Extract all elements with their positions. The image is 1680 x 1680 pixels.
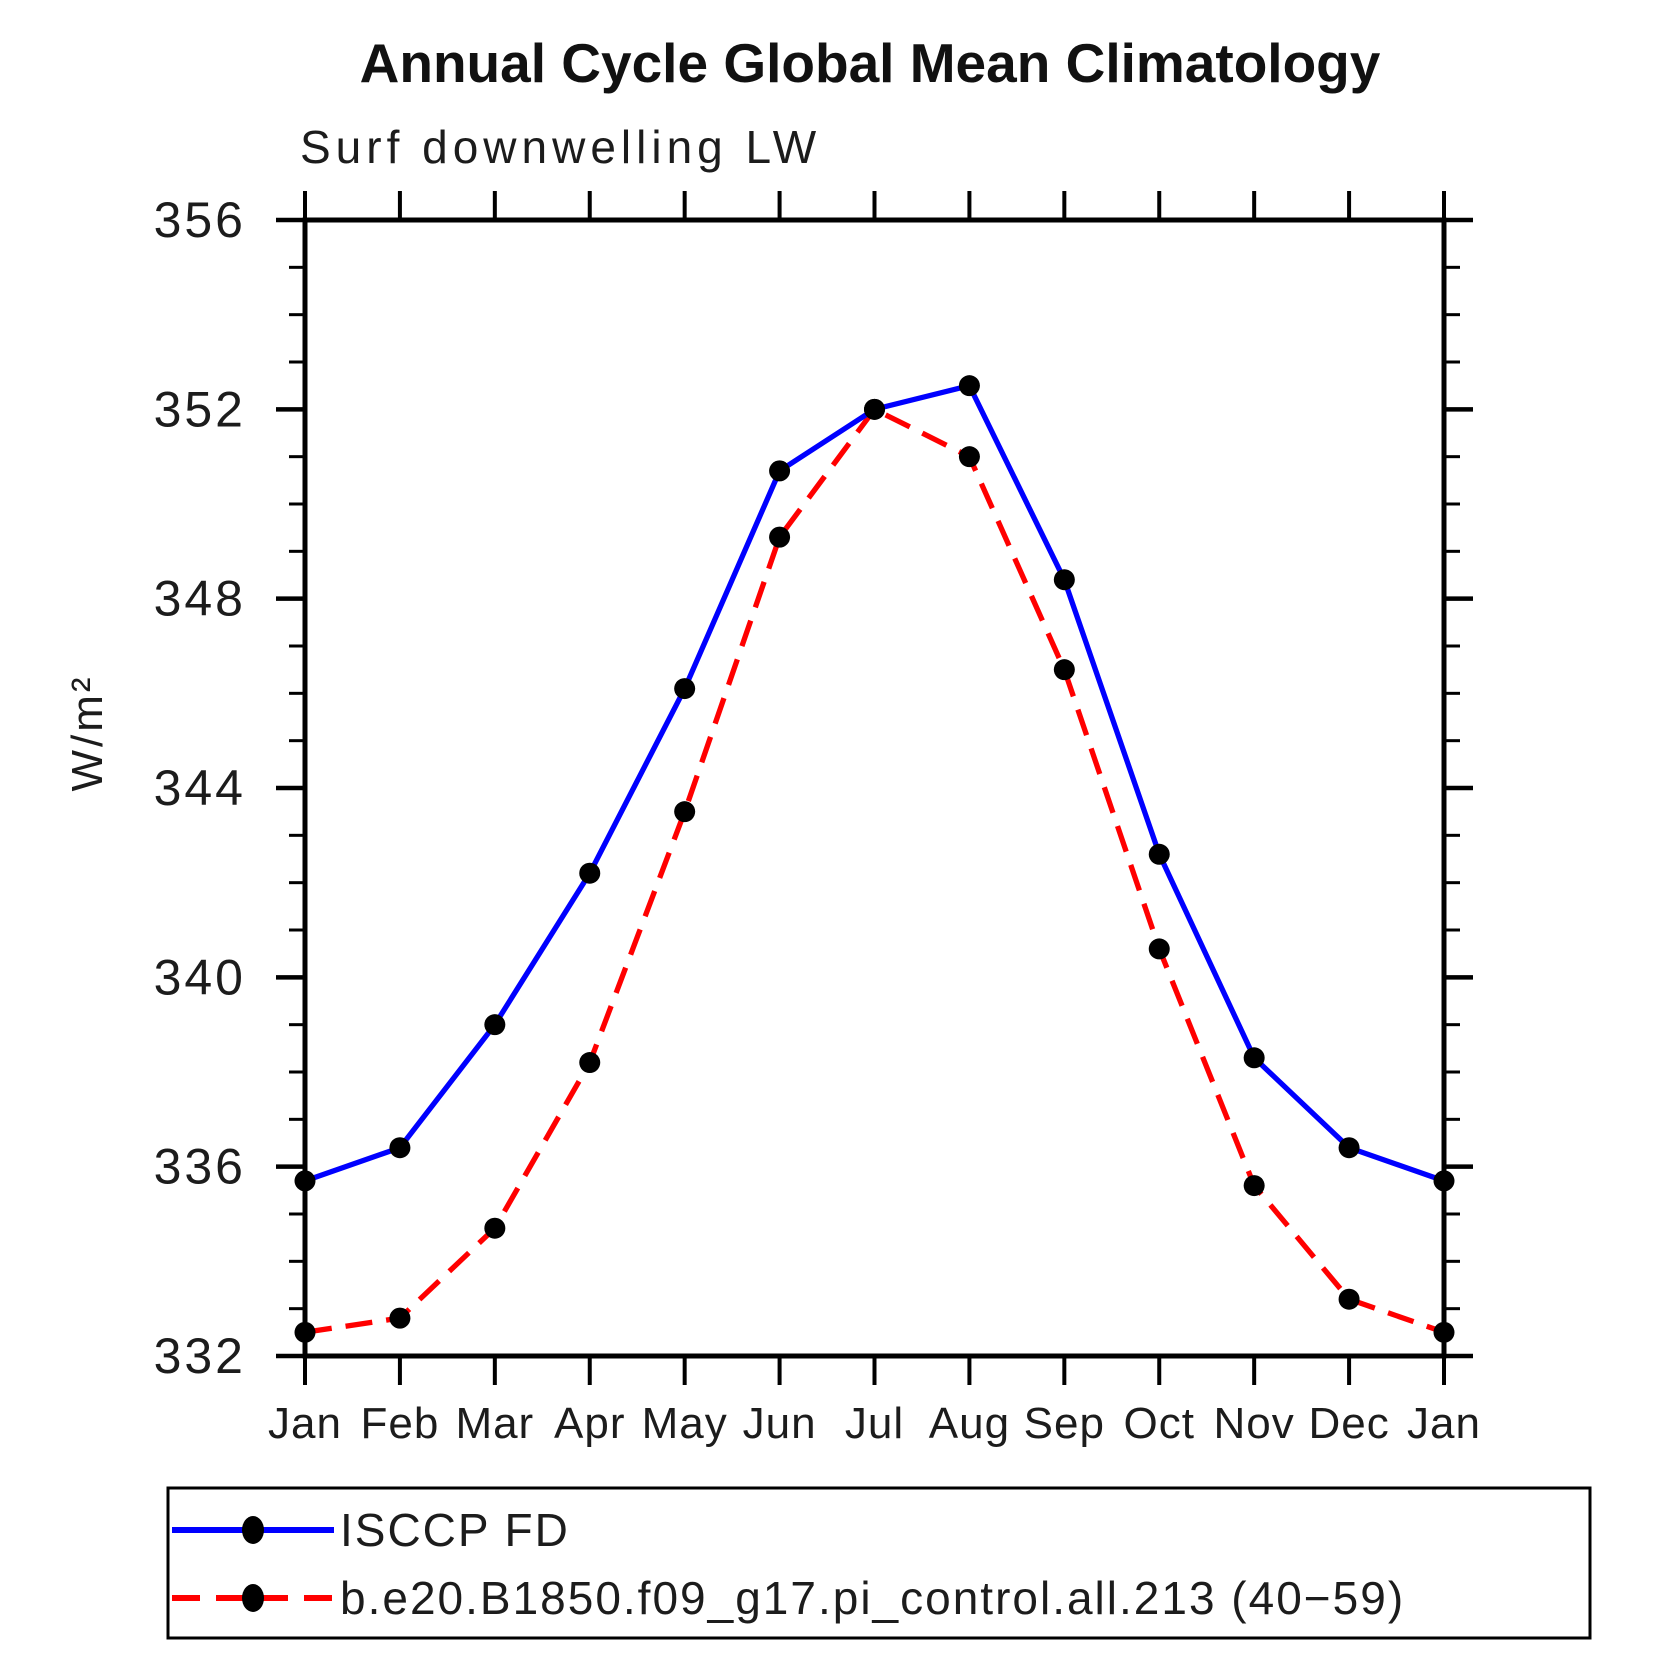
series-1-marker xyxy=(579,1052,601,1074)
y-tick-label: 352 xyxy=(154,381,246,437)
legend: ISCCP FD b.e20.B1850.f09_g17.pi_control.… xyxy=(166,1486,1592,1640)
series-0-marker xyxy=(389,1137,411,1159)
x-tick-label: Jan xyxy=(268,1399,342,1448)
series-1-line xyxy=(304,405,1445,1335)
series-1-marker xyxy=(958,446,980,468)
x-tick-label: Oct xyxy=(1124,1399,1195,1448)
series-0-line xyxy=(304,382,1445,1184)
series-0-marker xyxy=(294,1170,316,1192)
y-axis-label: W/m² xyxy=(63,674,112,791)
y-tick-label: 332 xyxy=(154,1328,246,1384)
x-tick-label: May xyxy=(642,1399,728,1448)
legend-marker-model xyxy=(242,1584,264,1612)
x-tick-label: Feb xyxy=(361,1399,440,1448)
plot-box xyxy=(302,217,1447,1359)
series-0-marker xyxy=(769,460,791,482)
x-tick-label: Jun xyxy=(743,1399,817,1448)
x-tick-label: Jul xyxy=(845,1399,904,1448)
chart-subtitle: Surf downwelling LW xyxy=(300,121,821,173)
y-tick-label: 348 xyxy=(154,571,246,627)
y-tick-label: 340 xyxy=(154,949,246,1005)
series-0-marker xyxy=(1148,843,1170,865)
legend-label-isccp-fd: ISCCP FD xyxy=(340,1504,570,1556)
y-tick-label: 356 xyxy=(154,192,246,248)
x-tick-label: Aug xyxy=(929,1399,1010,1448)
series-1-marker xyxy=(1053,659,1075,681)
series-0-marker xyxy=(484,1014,506,1036)
series-0-marker xyxy=(958,375,980,397)
series-1-marker xyxy=(294,1321,316,1343)
x-tick-label: Mar xyxy=(455,1399,534,1448)
series-0-marker xyxy=(1053,569,1075,591)
chart-title: Annual Cycle Global Mean Climatology xyxy=(360,32,1381,94)
series-0-marker xyxy=(674,678,696,700)
legend-marker-isccp-fd xyxy=(242,1516,264,1544)
legend-box xyxy=(166,1486,1592,1640)
series-0-marker xyxy=(1338,1137,1360,1159)
x-tick-label: Jan xyxy=(1407,1399,1481,1448)
series-1-marker xyxy=(769,526,791,548)
series-1-marker xyxy=(1338,1288,1360,1310)
series-1-marker xyxy=(389,1307,411,1329)
x-tick-label: Sep xyxy=(1024,1399,1105,1448)
y-tick-label: 336 xyxy=(154,1139,246,1195)
x-tick-label: Apr xyxy=(554,1399,625,1448)
legend-label-model: b.e20.B1850.f09_g17.pi_control.all.213 (… xyxy=(340,1572,1405,1624)
x-tick-label: Nov xyxy=(1214,1399,1295,1448)
series-1-marker xyxy=(674,801,696,823)
series-1-marker xyxy=(1148,938,1170,960)
series-1-marker xyxy=(1243,1175,1265,1197)
axes: 332 336 340 344 348 352 356 Jan Feb Mar Apr May Jun J… xyxy=(154,191,1481,1448)
series-1-marker xyxy=(864,398,885,420)
plot-series xyxy=(294,375,1455,1343)
series-0-marker xyxy=(579,862,601,884)
x-tick-label: Dec xyxy=(1308,1399,1389,1448)
y-tick-label: 344 xyxy=(154,760,246,816)
series-1-marker xyxy=(484,1217,506,1239)
series-1-marker xyxy=(1433,1321,1455,1343)
series-0-marker xyxy=(1243,1047,1265,1069)
series-0-marker xyxy=(1433,1170,1455,1192)
